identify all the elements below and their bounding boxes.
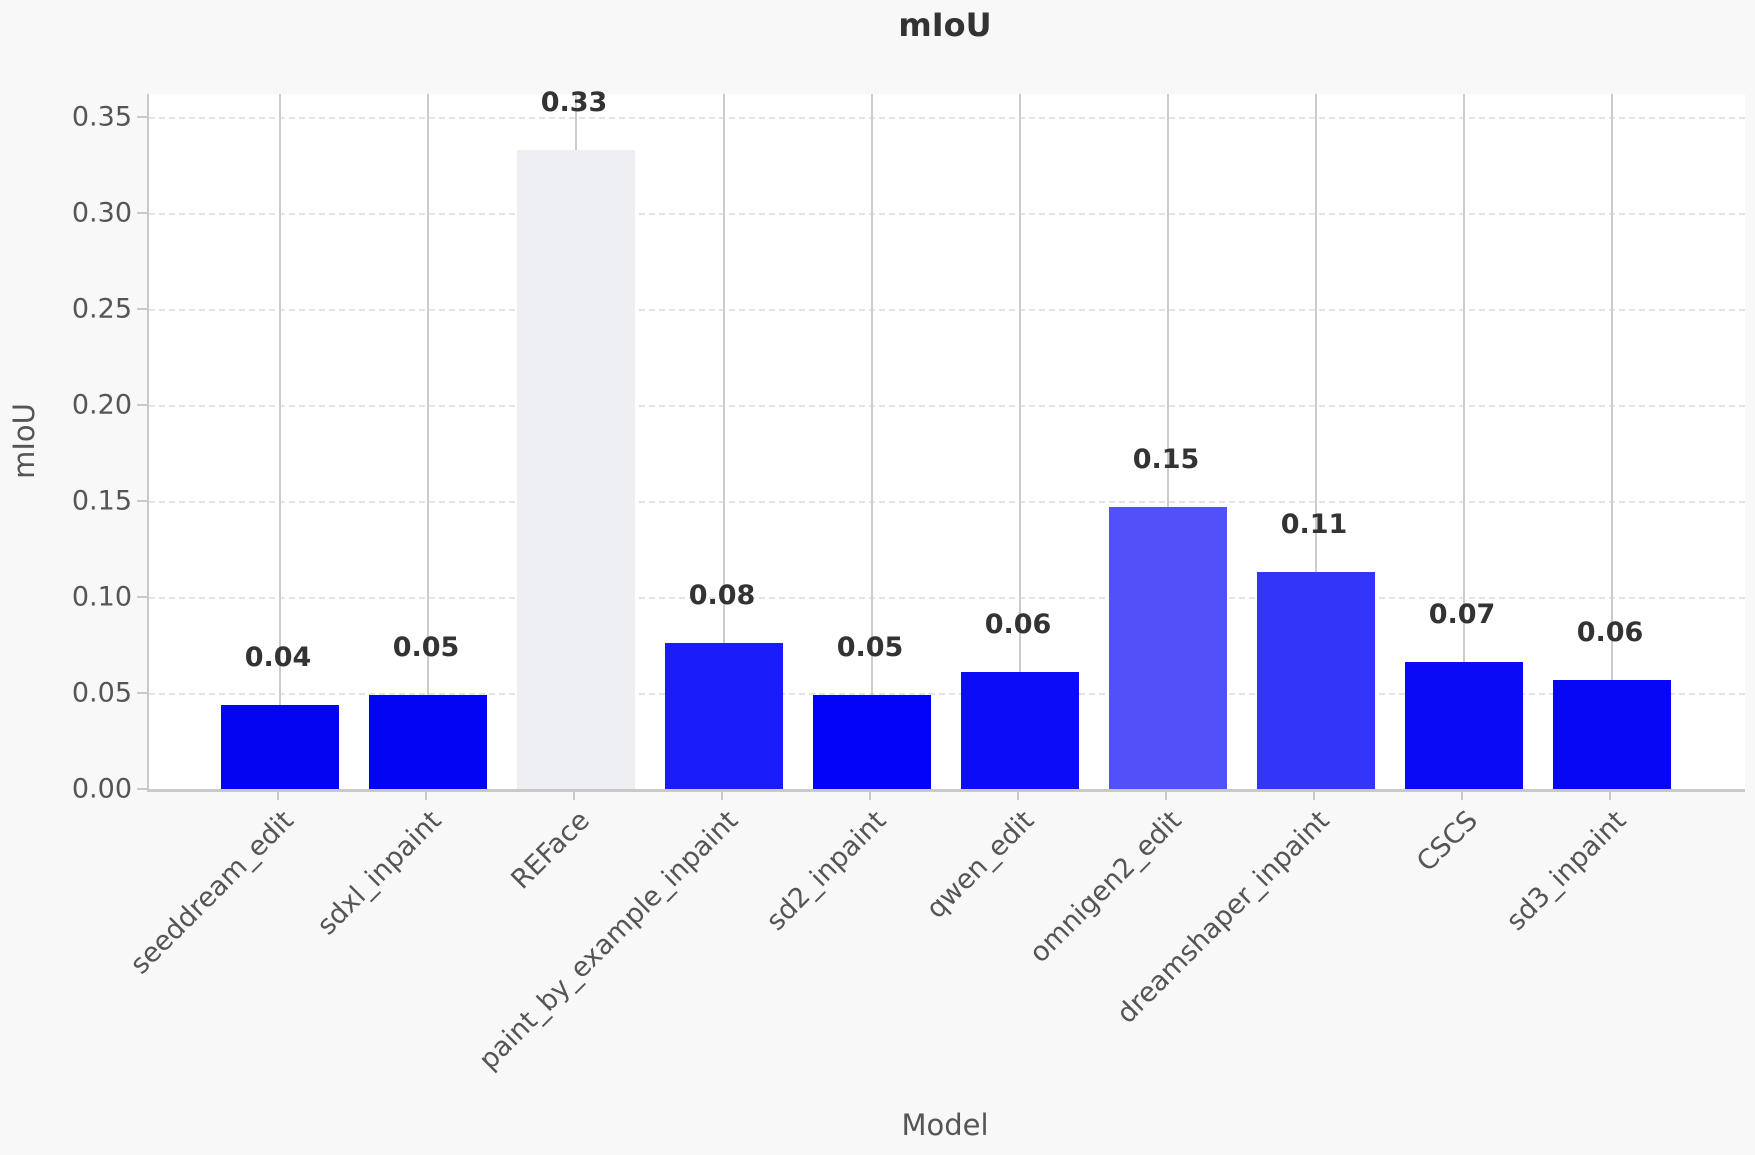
chart-title: mIoU bbox=[898, 6, 992, 44]
y-tick-mark bbox=[137, 596, 147, 598]
y-tick-label: 0.05 bbox=[71, 677, 132, 709]
vertical-gridline bbox=[1463, 94, 1465, 789]
bar-sd3_inpaint bbox=[1553, 680, 1671, 789]
x-tick-label-text: seeddream_edit bbox=[124, 805, 300, 981]
x-tick-label-text: sd2_inpaint bbox=[760, 805, 892, 937]
y-tick-mark bbox=[137, 404, 147, 407]
vertical-gridline bbox=[1315, 94, 1317, 789]
x-tick-mark bbox=[1609, 792, 1611, 800]
x-tick-mark bbox=[1017, 792, 1019, 800]
bar-value-label: 0.33 bbox=[540, 87, 608, 118]
bar-value-label: 0.05 bbox=[392, 632, 460, 663]
bar-value-label: 0.07 bbox=[1428, 599, 1496, 630]
bar-value-label: 0.04 bbox=[244, 642, 312, 673]
horizontal-gridline bbox=[149, 309, 1745, 312]
x-tick-label-text: sdxl_inpaint bbox=[311, 805, 448, 942]
horizontal-gridline bbox=[149, 501, 1745, 504]
horizontal-gridline bbox=[149, 693, 1745, 695]
bar-sdxl_inpaint bbox=[369, 695, 487, 789]
x-tick-label-text: paint_by_example_inpaint bbox=[472, 805, 744, 1076]
bar-REFace bbox=[517, 150, 635, 789]
y-tick-mark bbox=[137, 308, 147, 311]
bar-value-label: 0.08 bbox=[688, 580, 756, 611]
bar-sd2_inpaint bbox=[813, 695, 931, 789]
y-tick-label: 0.20 bbox=[71, 389, 132, 421]
bar-omnigen2_edit bbox=[1109, 507, 1227, 789]
y-tick-label: 0.30 bbox=[71, 197, 132, 229]
x-tick-mark bbox=[721, 792, 723, 800]
y-tick-mark bbox=[137, 788, 147, 790]
plot-area bbox=[147, 94, 1745, 792]
x-tick-label-text: CSCS bbox=[1411, 805, 1484, 878]
x-tick-label-text: qwen_edit bbox=[920, 805, 1040, 925]
vertical-gridline bbox=[1019, 94, 1021, 789]
x-tick-mark bbox=[277, 792, 279, 800]
bar-value-label: 0.06 bbox=[1576, 617, 1644, 648]
horizontal-gridline bbox=[149, 213, 1745, 216]
bar-qwen_edit bbox=[961, 672, 1079, 789]
y-tick-label: 0.15 bbox=[71, 485, 132, 517]
x-tick-mark bbox=[425, 792, 427, 800]
vertical-gridline bbox=[279, 94, 281, 789]
x-tick-mark bbox=[1313, 792, 1315, 800]
vertical-gridline bbox=[723, 94, 725, 789]
x-tick-mark bbox=[573, 792, 575, 800]
y-tick-label: 0.00 bbox=[71, 773, 132, 805]
y-tick-label: 0.35 bbox=[71, 101, 132, 133]
horizontal-gridline bbox=[149, 597, 1745, 599]
horizontal-gridline bbox=[149, 117, 1745, 120]
vertical-gridline bbox=[1611, 94, 1613, 789]
vertical-gridline bbox=[1167, 94, 1169, 789]
x-tick-mark bbox=[1165, 792, 1167, 800]
bar-dreamshaper_inpaint bbox=[1257, 572, 1375, 789]
y-tick-mark bbox=[137, 116, 147, 119]
bar-seeddream_edit bbox=[221, 705, 339, 789]
bar-CSCS bbox=[1405, 662, 1523, 789]
bar-value-label: 0.05 bbox=[836, 632, 904, 663]
bar-value-label: 0.06 bbox=[984, 609, 1052, 640]
x-tick-label-text: omnigen2_edit bbox=[1024, 805, 1188, 969]
bar-paint_by_example_inpaint bbox=[665, 643, 783, 789]
x-axis-title: Model bbox=[901, 1108, 989, 1142]
bar-value-label: 0.11 bbox=[1280, 509, 1348, 540]
vertical-gridline bbox=[871, 94, 873, 789]
y-tick-label: 0.10 bbox=[71, 581, 132, 613]
y-tick-mark bbox=[137, 212, 147, 215]
horizontal-gridline bbox=[149, 405, 1745, 408]
x-tick-label-text: sd3_inpaint bbox=[1500, 805, 1632, 937]
x-tick-label-text: REFace bbox=[505, 805, 596, 896]
bar-value-label: 0.15 bbox=[1132, 444, 1200, 475]
x-tick-mark bbox=[869, 792, 871, 800]
vertical-gridline bbox=[427, 94, 429, 789]
y-tick-mark bbox=[137, 500, 147, 503]
x-tick-mark bbox=[1461, 792, 1463, 800]
y-tick-mark bbox=[137, 692, 147, 694]
y-tick-label: 0.25 bbox=[71, 293, 132, 325]
